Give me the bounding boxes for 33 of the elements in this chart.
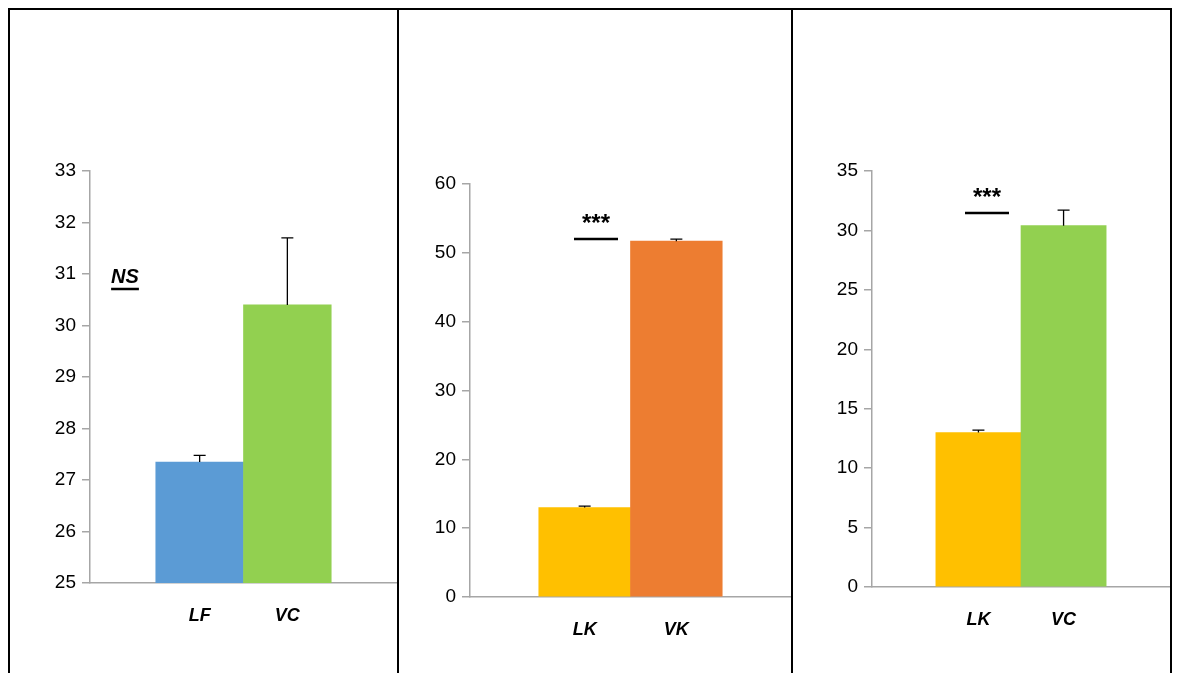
y-tick-label: 30 [434,378,456,400]
y-tick-label: 25 [836,278,858,300]
x-tick-label: VK [663,618,691,639]
y-tick-label: 20 [836,337,858,359]
x-tick-label: LK [966,608,993,629]
x-tick-label: VC [274,604,301,625]
y-tick-label: 15 [836,396,858,418]
x-tick-label: VC [1051,608,1078,629]
y-tick-label: 0 [445,585,456,607]
y-tick-label: 20 [434,447,456,469]
y-tick-label: 27 [54,468,76,490]
y-tick-label: 10 [836,456,858,478]
y-tick-label: 29 [54,365,76,387]
y-tick-label: 10 [434,516,456,538]
y-tick-label: 5 [847,515,858,537]
y-tick-label: 40 [434,309,456,331]
y-tick-label: 28 [54,416,76,438]
y-tick-label: 30 [836,218,858,240]
annotation: *** [581,208,611,236]
y-tick-label: 32 [54,210,76,232]
y-tick-label: 33 [54,159,76,181]
annotation: NS [111,264,140,287]
y-tick-label: 35 [836,159,858,181]
y-tick-label: 25 [54,571,76,593]
y-tick-label: 31 [54,262,76,284]
annotation: *** [972,182,1002,210]
x-tick-label: LF [188,604,212,625]
y-tick-label: 0 [847,575,858,597]
y-tick-label: 26 [54,519,76,541]
y-tick-label: 30 [54,313,76,335]
y-tick-label: 50 [434,241,456,263]
x-tick-label: LK [572,618,599,639]
y-tick-label: 60 [434,172,456,194]
